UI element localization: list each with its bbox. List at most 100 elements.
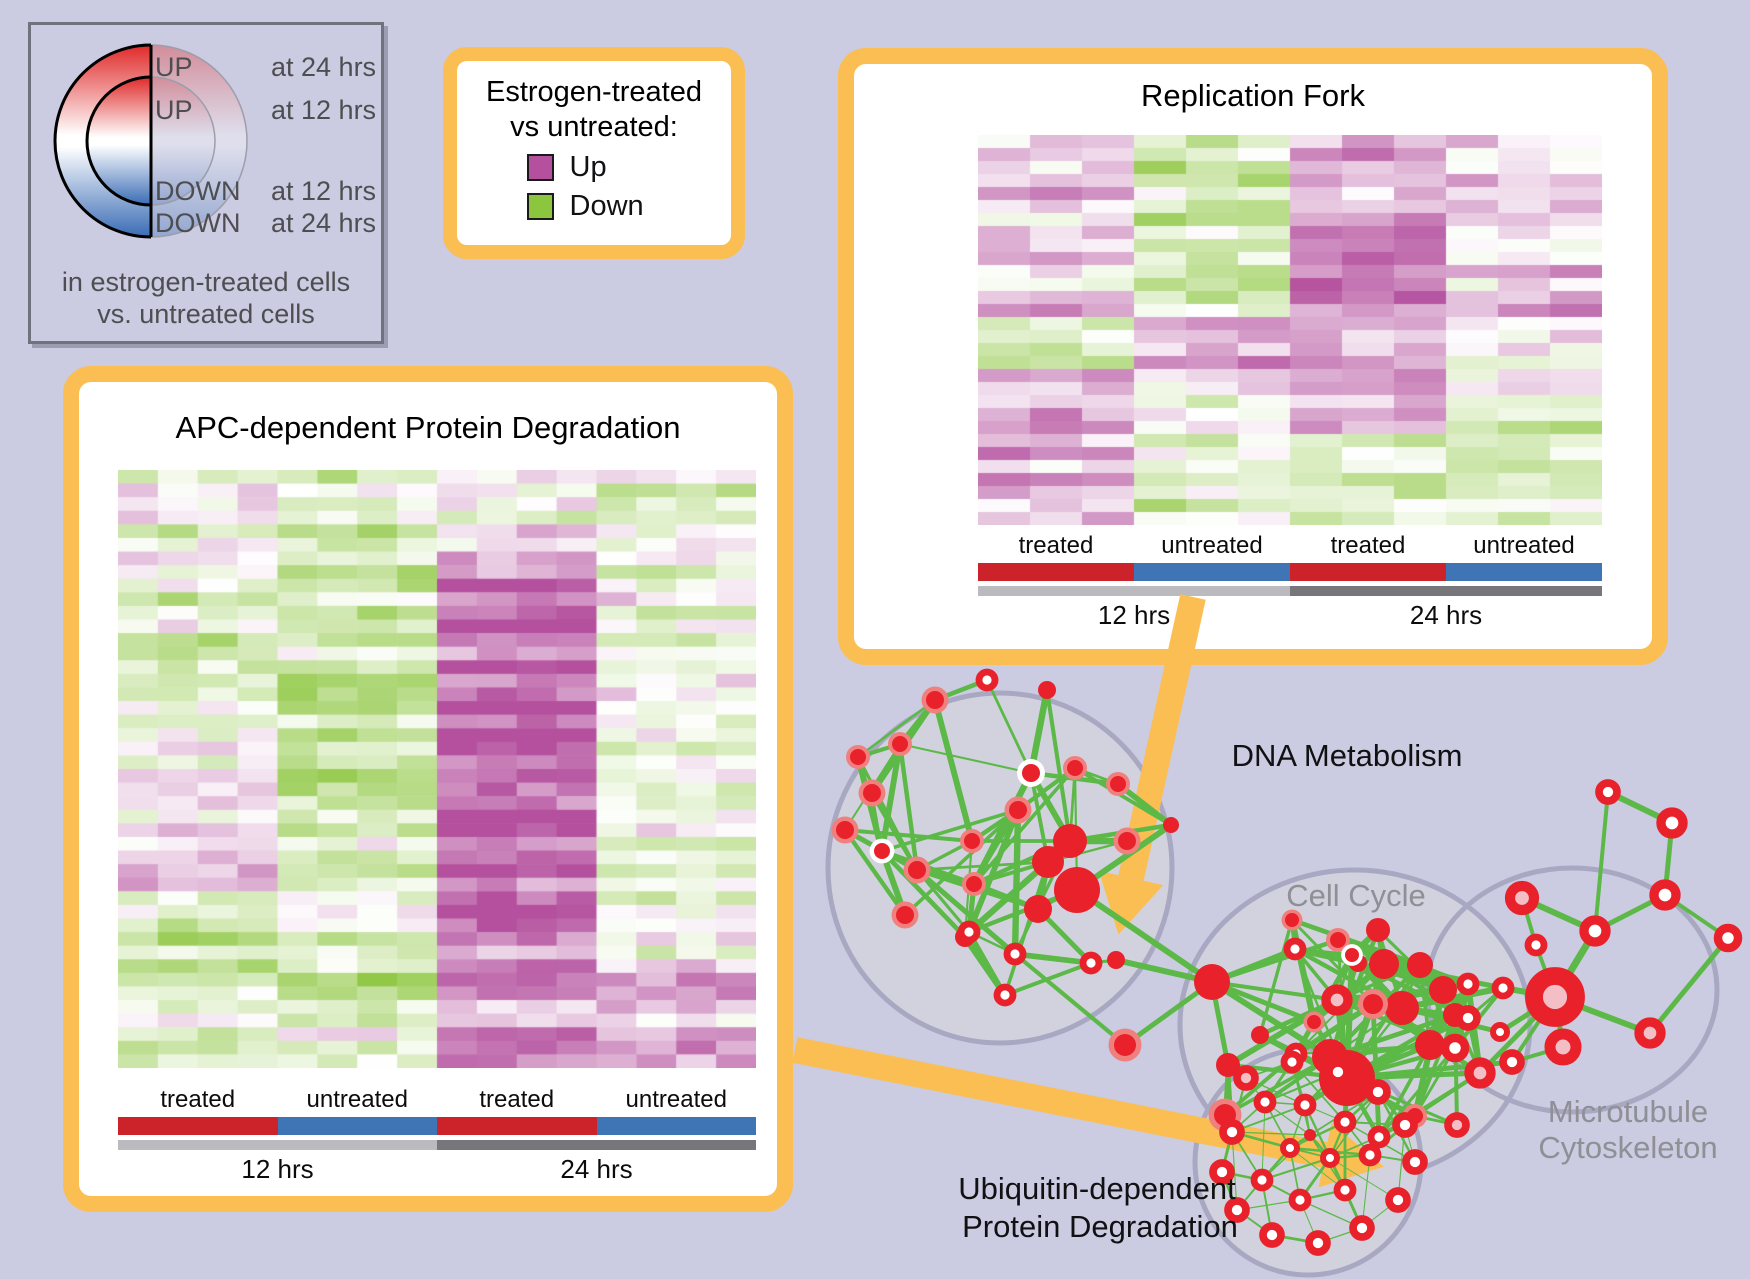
network-node (966, 876, 982, 892)
network-edge (1220, 1170, 1239, 1212)
network-node (1003, 942, 1027, 966)
network-edge (1261, 1101, 1266, 1181)
network-edge (963, 839, 974, 939)
rf-time-labels: 12 hrs 24 hrs (978, 600, 1602, 631)
network-edge (1336, 938, 1349, 1080)
network-edge (879, 848, 977, 887)
apc-time-bars (118, 1140, 756, 1150)
condition-label: untreated (1161, 532, 1263, 559)
network-edge (1329, 1091, 1379, 1159)
network-edge (1311, 952, 1355, 1025)
network-edge (1465, 981, 1483, 1076)
network-edge (1027, 686, 1051, 777)
network-edge (971, 881, 1041, 912)
network-edge (1453, 982, 1470, 1017)
network-node-halo (1208, 1098, 1242, 1132)
network-edge (1370, 1001, 1382, 1140)
treated-bar (1290, 563, 1446, 581)
network-edge (1257, 997, 1340, 1038)
network-node-halo (1106, 772, 1130, 796)
network-node (1499, 1049, 1525, 1075)
network-node (1385, 991, 1419, 1025)
treated-bar (437, 1117, 597, 1135)
network-edge (854, 753, 886, 855)
network-edge (1328, 961, 1360, 1059)
network-edge (1034, 858, 1052, 913)
network-edge (879, 741, 903, 854)
condition-label: treated (479, 1086, 555, 1113)
network-edge (1075, 823, 1173, 892)
network-edge (1453, 986, 1505, 1050)
network-edge (914, 867, 1041, 912)
legend-down-24-time: at 24 hrs (271, 208, 376, 238)
network-edge (915, 868, 971, 934)
network-node-halo (858, 779, 886, 807)
legend-up-12-time: at 12 hrs (271, 95, 376, 125)
network-edge (1263, 1055, 1332, 1104)
rf-heatmap (978, 135, 1602, 525)
network-edge (1288, 916, 1318, 1026)
network-edge (1377, 1046, 1457, 1139)
network-node (1305, 1230, 1331, 1256)
network-edge (1376, 928, 1470, 1020)
network-node (1216, 1053, 1240, 1077)
network-edge (1226, 1063, 1234, 1134)
network-edge (1335, 963, 1422, 1002)
network-cluster-label: Cytoskeleton (1538, 1130, 1717, 1165)
network-node (1053, 824, 1087, 858)
network-edge (1298, 1156, 1332, 1202)
network-edge (1647, 935, 1731, 1036)
network-edge (843, 828, 974, 843)
network-edge (1335, 953, 1354, 1002)
network-edge (1376, 1090, 1407, 1127)
network-node (1349, 1215, 1375, 1241)
network-node (1251, 1026, 1269, 1044)
network-edge (1328, 1153, 1372, 1160)
condition-label: treated (1330, 532, 1406, 559)
rf-time-bars (978, 586, 1602, 596)
network-edge (1209, 979, 1317, 1025)
condition-label: untreated (306, 1086, 408, 1113)
network-edge (915, 839, 974, 872)
network-edge (1477, 994, 1558, 1076)
network-edge (1663, 893, 1730, 940)
network-node-halo (962, 872, 986, 896)
network-edge (1288, 1146, 1372, 1157)
network-node-halo (1004, 796, 1032, 824)
network-node (1009, 801, 1027, 819)
time-label-12: 12 hrs (241, 1154, 314, 1184)
network-edge (1289, 917, 1423, 968)
network-node (1330, 932, 1346, 948)
network-node (1054, 867, 1100, 913)
network-edge (1258, 918, 1294, 1037)
solid-left-circles (53, 43, 151, 239)
network-edge (1115, 781, 1174, 828)
network-edge (1230, 1076, 1248, 1134)
network-edge (1334, 997, 1350, 1081)
network-edge (1453, 1016, 1470, 1050)
network-edge (1291, 1061, 1346, 1123)
network-edge (1231, 1131, 1311, 1136)
network-edge (1291, 1061, 1306, 1106)
network-node (1345, 948, 1359, 962)
network-edge (1377, 1043, 1432, 1139)
network-node (1280, 1050, 1304, 1074)
network-cluster-label: Microtubule (1548, 1094, 1708, 1129)
legend-up-24-time: at 24 hrs (271, 52, 376, 82)
network-edge (1328, 1156, 1347, 1192)
network-edge (1298, 1188, 1347, 1202)
cluster-ubiquitin-protein-degradation (1192, 1046, 1424, 1278)
network-edge (1376, 928, 1404, 1010)
network-edge (1327, 1042, 1433, 1060)
network-edge (1236, 1179, 1263, 1211)
network-node-halo (1326, 928, 1350, 952)
network-edge (1344, 1001, 1376, 1081)
up-label: Up (569, 151, 607, 183)
legend-down-24-dir: DOWN (155, 208, 240, 238)
network-edge (1035, 906, 1094, 966)
network-edge (1335, 937, 1446, 993)
network-edge (1355, 960, 1471, 1021)
network-edge (1288, 1133, 1312, 1150)
network-edge (1261, 1179, 1301, 1201)
network-edge (1292, 946, 1405, 1011)
